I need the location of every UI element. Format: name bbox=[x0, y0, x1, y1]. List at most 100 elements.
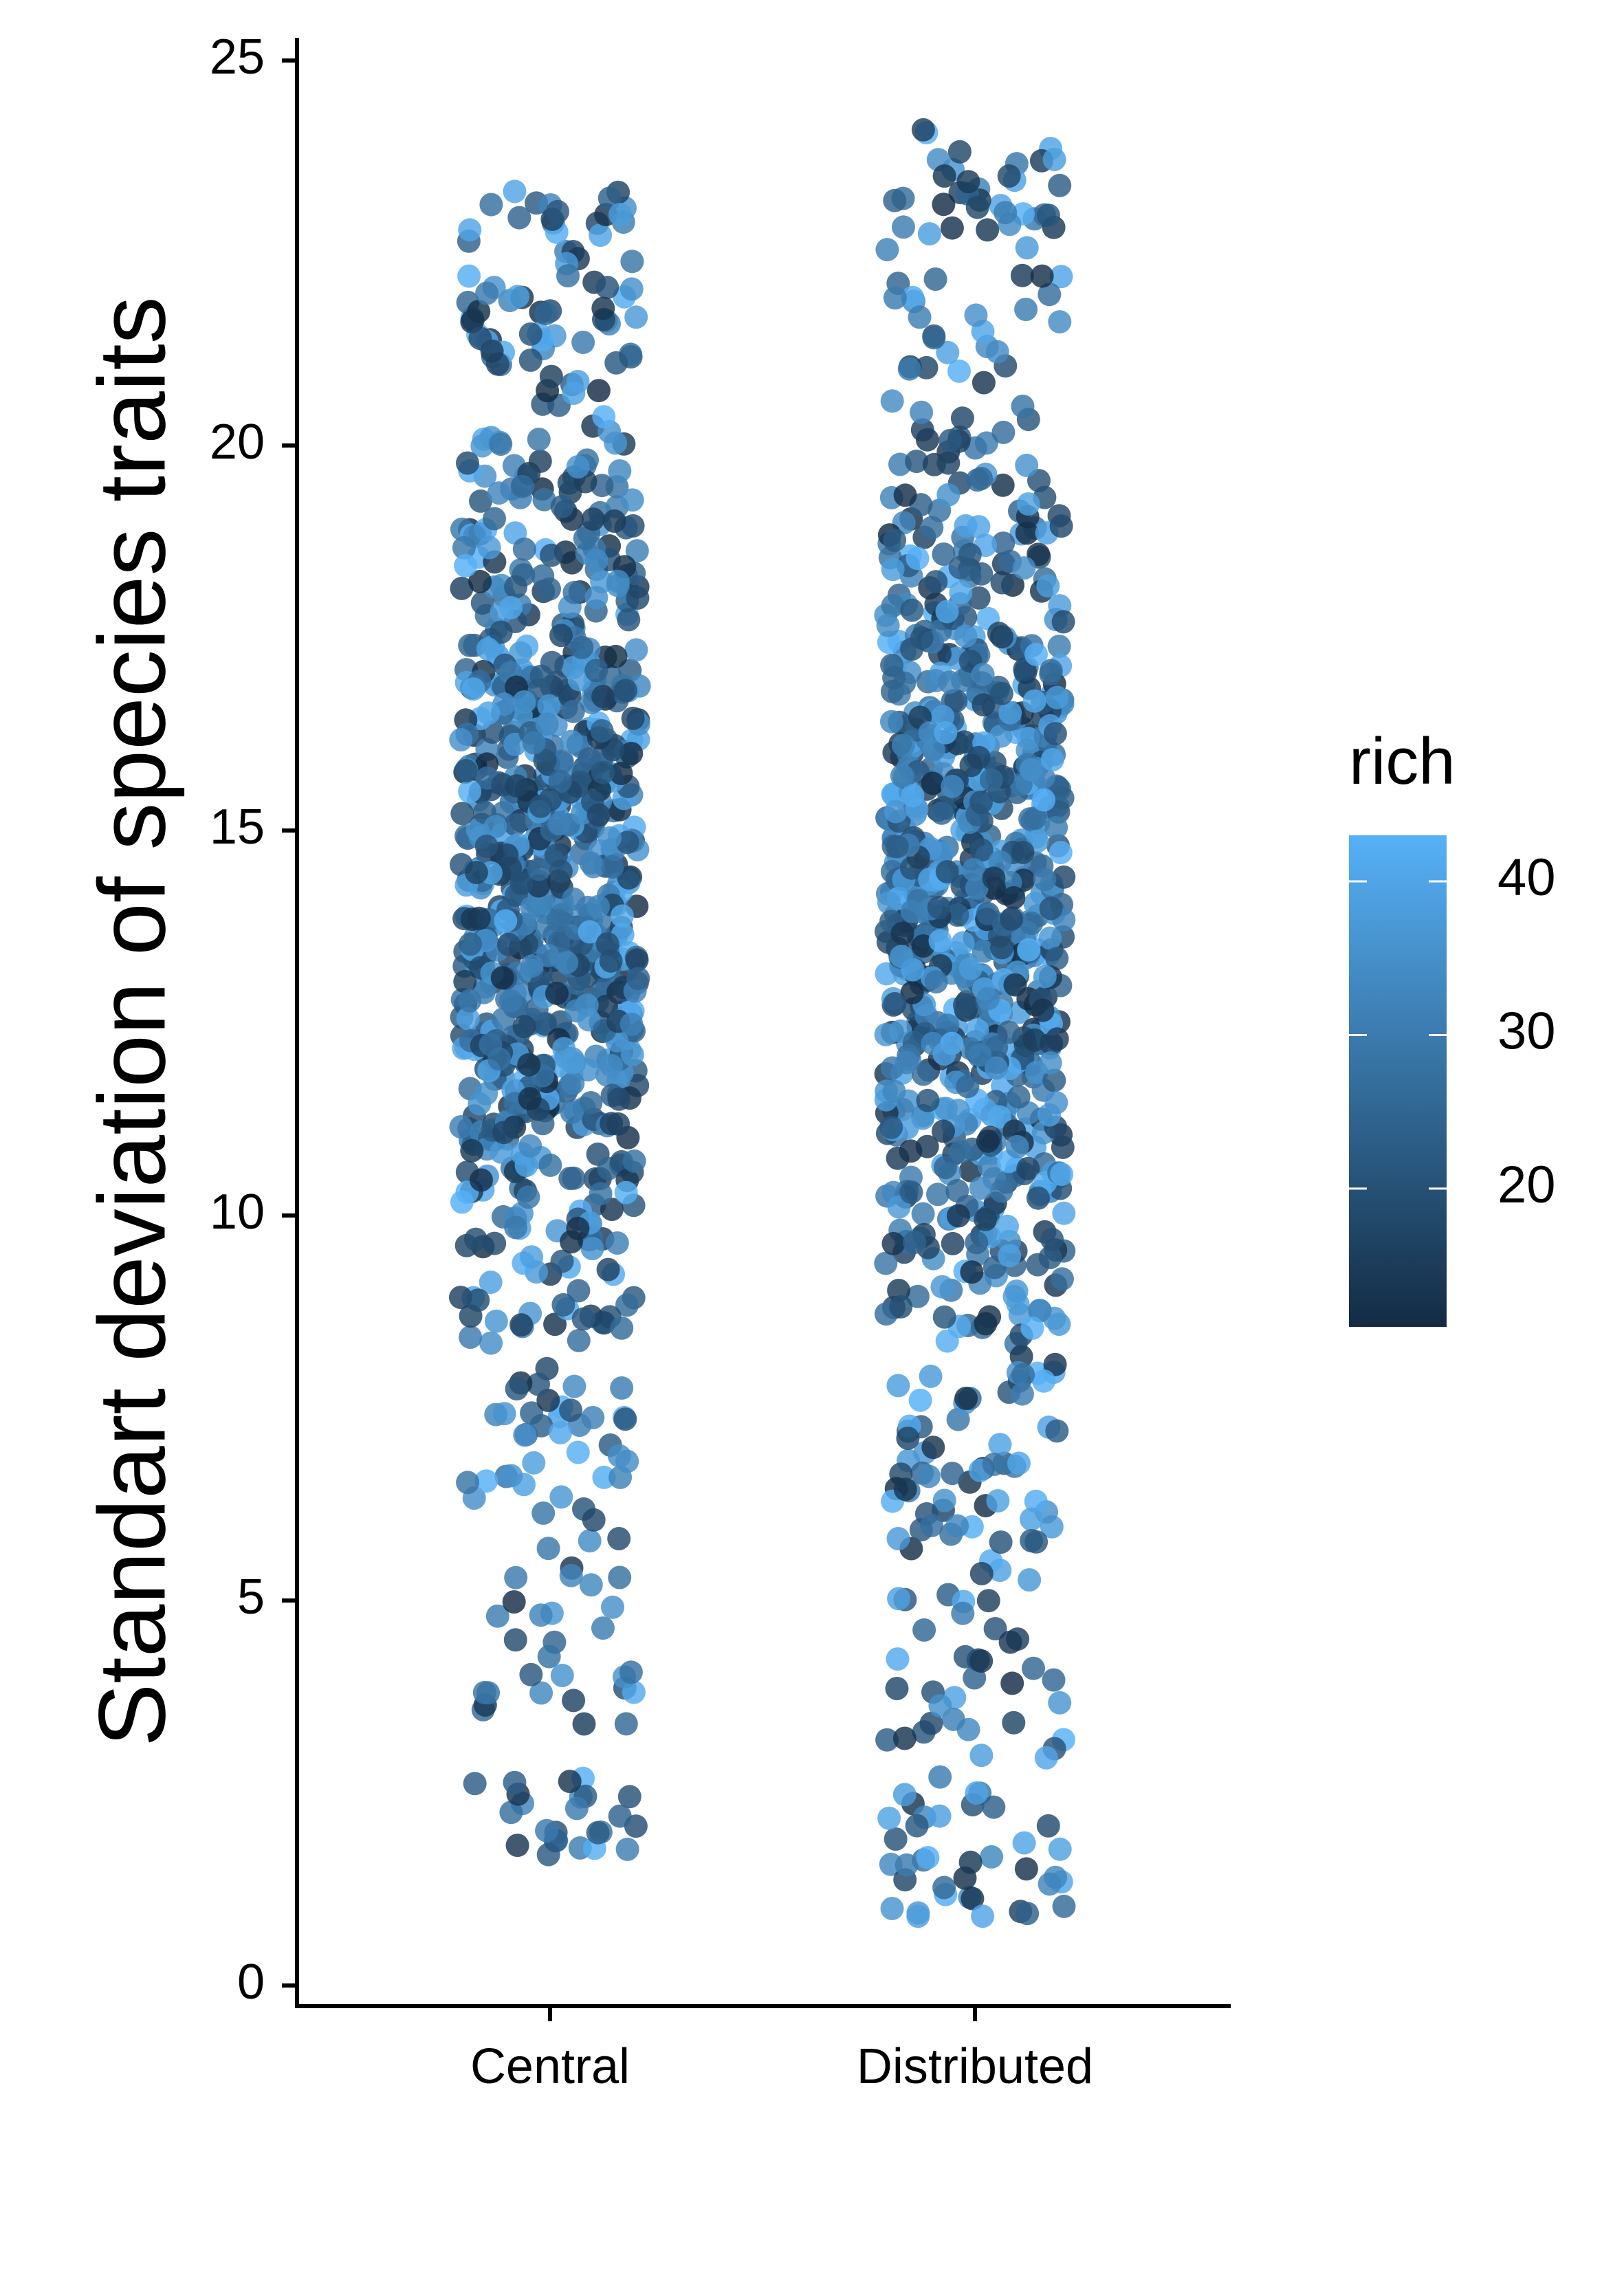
legend-tick-label: 40 bbox=[1497, 848, 1556, 907]
data-point bbox=[512, 1015, 536, 1039]
data-point bbox=[956, 170, 980, 194]
data-point bbox=[485, 1604, 509, 1628]
data-point bbox=[905, 450, 929, 473]
data-point bbox=[1047, 635, 1071, 659]
data-point bbox=[934, 720, 958, 745]
data-point bbox=[504, 575, 528, 599]
data-point bbox=[990, 625, 1013, 649]
data-point bbox=[1052, 1201, 1076, 1225]
data-point bbox=[911, 118, 935, 142]
data-point bbox=[562, 1374, 586, 1398]
data-point bbox=[450, 802, 474, 826]
data-point bbox=[932, 192, 956, 217]
data-point bbox=[459, 1326, 483, 1349]
data-point bbox=[504, 1565, 528, 1590]
data-point bbox=[550, 1664, 574, 1687]
data-point bbox=[891, 734, 915, 758]
data-point bbox=[949, 1140, 973, 1164]
data-point bbox=[617, 866, 641, 890]
data-point bbox=[449, 1115, 473, 1138]
data-point bbox=[555, 951, 579, 975]
data-point bbox=[483, 1231, 507, 1255]
data-point bbox=[941, 1231, 965, 1255]
y-tick-label: 10 bbox=[210, 1185, 265, 1240]
data-point bbox=[927, 895, 951, 919]
data-point bbox=[1005, 1279, 1029, 1304]
data-point bbox=[987, 1105, 1011, 1129]
data-point bbox=[597, 826, 622, 850]
data-point bbox=[571, 1307, 595, 1331]
data-point bbox=[876, 613, 900, 637]
data-point bbox=[936, 451, 961, 475]
x-tick-label: Central bbox=[470, 2039, 630, 2094]
data-point bbox=[614, 1180, 638, 1204]
data-point bbox=[1032, 788, 1056, 812]
data-point bbox=[479, 1331, 503, 1355]
data-point bbox=[924, 970, 948, 994]
data-point bbox=[527, 874, 551, 898]
data-point bbox=[880, 1897, 904, 1920]
data-point bbox=[489, 432, 513, 456]
data-point bbox=[615, 830, 639, 855]
data-point bbox=[467, 906, 491, 930]
data-point bbox=[910, 626, 934, 650]
data-point bbox=[470, 434, 494, 458]
data-point bbox=[914, 355, 939, 380]
data-point bbox=[908, 305, 932, 329]
data-point bbox=[505, 1377, 529, 1401]
data-point bbox=[591, 1616, 615, 1640]
data-point bbox=[1016, 492, 1040, 516]
data-point bbox=[1038, 926, 1062, 950]
data-point bbox=[958, 542, 982, 566]
data-point bbox=[1015, 236, 1039, 260]
data-point bbox=[589, 223, 613, 248]
data-point bbox=[1036, 574, 1060, 598]
data-point bbox=[910, 400, 934, 424]
data-point bbox=[1048, 310, 1072, 334]
data-point bbox=[906, 547, 930, 571]
data-point bbox=[1020, 1507, 1043, 1531]
data-point bbox=[903, 1231, 927, 1255]
data-point bbox=[537, 694, 561, 718]
data-point bbox=[882, 1079, 906, 1103]
data-point bbox=[1045, 685, 1069, 710]
data-point bbox=[985, 340, 1009, 364]
data-point bbox=[546, 199, 569, 223]
x-axis-ticks: Central Distributed bbox=[470, 2006, 1093, 2094]
data-point bbox=[509, 1313, 534, 1337]
data-point bbox=[619, 277, 644, 301]
data-point bbox=[946, 1099, 970, 1123]
data-point bbox=[972, 939, 996, 963]
data-point bbox=[969, 1649, 994, 1673]
data-point bbox=[928, 1804, 952, 1828]
data-point bbox=[1049, 514, 1073, 538]
data-point bbox=[503, 179, 527, 204]
data-point bbox=[529, 1681, 553, 1705]
data-point bbox=[550, 494, 574, 518]
data-point bbox=[570, 635, 594, 659]
data-point bbox=[590, 719, 614, 742]
data-point bbox=[1019, 758, 1043, 782]
data-point bbox=[969, 838, 994, 862]
data-point bbox=[529, 794, 553, 818]
data-point bbox=[874, 1022, 898, 1046]
data-point bbox=[615, 1293, 639, 1317]
data-point bbox=[998, 1630, 1022, 1654]
data-point bbox=[930, 1275, 954, 1299]
data-point bbox=[483, 815, 507, 839]
data-point bbox=[936, 483, 961, 507]
data-point bbox=[464, 1227, 487, 1251]
data-point bbox=[1020, 1316, 1044, 1340]
data-point bbox=[1042, 1668, 1066, 1692]
data-point bbox=[965, 876, 989, 900]
data-point bbox=[952, 993, 976, 1017]
data-point bbox=[899, 1180, 923, 1204]
legend-tick-label: 20 bbox=[1497, 1156, 1556, 1214]
data-point bbox=[879, 710, 903, 734]
data-point bbox=[512, 690, 536, 714]
data-point bbox=[897, 357, 921, 381]
data-point bbox=[1045, 947, 1069, 971]
data-point bbox=[1024, 642, 1048, 666]
data-point bbox=[626, 586, 650, 610]
data-point bbox=[546, 908, 570, 932]
